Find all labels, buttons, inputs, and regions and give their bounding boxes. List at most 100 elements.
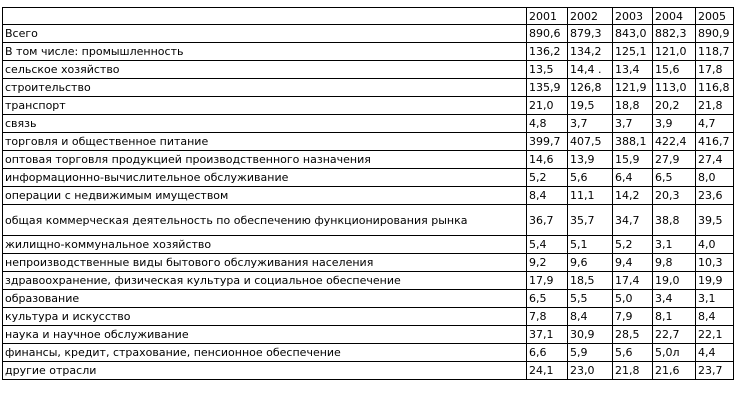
table-row: оптовая торговля продукцией производстве… — [1, 150, 735, 169]
value-cell: 3,9 — [651, 114, 696, 133]
header-row: 2001 2002 2003 2004 2005 — [1, 7, 735, 25]
value-cell: 126,8 — [567, 78, 613, 97]
value-cell: 39,5 — [694, 204, 735, 236]
table-row: связь 4,8 3,7 3,7 3,9 4,7 — [1, 114, 735, 133]
value-cell: 3,1 — [694, 289, 735, 308]
value-cell: 20,2 — [651, 96, 696, 115]
value-cell: 21,8 — [612, 361, 653, 380]
value-cell: 116,8 — [694, 78, 735, 97]
sector-label: информационно-вычислительное обслуживани… — [1, 168, 528, 187]
value-cell: 5,5 — [567, 289, 613, 308]
value-cell: 27,9 — [651, 150, 696, 169]
value-cell: 5,9 — [567, 343, 613, 362]
value-cell: 416,7 — [694, 132, 735, 151]
sector-label: транспорт — [1, 96, 528, 115]
table-row: Всего 890,6 879,3 843,0 882,3 890,9 — [1, 24, 735, 43]
year-header: 2001 — [526, 7, 569, 25]
table-row: другие отрасли 24,1 23,0 21,8 21,6 23,7 — [1, 361, 735, 380]
value-cell: 3,7 — [567, 114, 613, 133]
value-cell: 18,8 — [612, 96, 653, 115]
value-cell: 6,4 — [612, 168, 653, 187]
value-cell: 121,0 — [651, 42, 696, 61]
value-cell: 14,4 . — [567, 60, 613, 79]
value-cell: 27,4 — [694, 150, 735, 169]
year-header: 2004 — [651, 7, 696, 25]
value-cell: 11,1 — [567, 186, 613, 205]
sector-label: жилищно-коммунальное хозяйство — [1, 235, 528, 254]
value-cell: 13,4 — [612, 60, 653, 79]
table-row: образование 6,5 5,5 5,0 3,4 3,1 — [1, 289, 735, 308]
value-cell: 36,7 — [526, 204, 569, 236]
value-cell: 13,9 — [567, 150, 613, 169]
table-row: строительство 135,9 126,8 121,9 113,0 116,8 — [1, 78, 735, 97]
value-cell: 21,6 — [651, 361, 696, 380]
table-row: транспорт 21,0 19,5 18,8 20,2 21,8 — [1, 96, 735, 115]
value-cell: 4,7 — [694, 114, 735, 133]
value-cell: 135,9 — [526, 78, 569, 97]
table-row: финансы, кредит, страхование, пенсионное… — [1, 343, 735, 362]
table-row: культура и искусство 7,8 8,4 7,9 8,1 8,4 — [1, 307, 735, 326]
sector-label: строительство — [1, 78, 528, 97]
value-cell: 5,4 — [526, 235, 569, 254]
value-cell: 15,9 — [612, 150, 653, 169]
value-cell: 37,1 — [526, 325, 569, 344]
value-cell: 28,5 — [612, 325, 653, 344]
year-header: 2005 — [694, 7, 735, 25]
sector-label: финансы, кредит, страхование, пенсионное… — [1, 343, 528, 362]
value-cell: 8,4 — [567, 307, 613, 326]
value-cell: 17,8 — [694, 60, 735, 79]
employment-by-sector-table: 2001 2002 2003 2004 2005 Всего 890,6 879,3… — [1, 7, 735, 380]
value-cell: 19,9 — [694, 271, 735, 290]
value-cell: 21,8 — [694, 96, 735, 115]
value-cell: 9,4 — [612, 253, 653, 272]
sector-label: сельское хозяйство — [1, 60, 528, 79]
table-row: сельское хозяйство 13,5 14,4 . 13,4 15,6 17,8 — [1, 60, 735, 79]
table-row: информационно-вычислительное обслуживани… — [1, 168, 735, 187]
header-label-cell — [1, 7, 528, 25]
value-cell: 18,5 — [567, 271, 613, 290]
value-cell: 23,0 — [567, 361, 613, 380]
table-row: непроизводственные виды бытового обслужи… — [1, 253, 735, 272]
value-cell: 843,0 — [612, 24, 653, 43]
sector-label: другие отрасли — [1, 361, 528, 380]
value-cell: 6,6 — [526, 343, 569, 362]
value-cell: 890,6 — [526, 24, 569, 43]
value-cell: 14,2 — [612, 186, 653, 205]
value-cell: 5,6 — [612, 343, 653, 362]
value-cell: 890,9 — [694, 24, 735, 43]
value-cell: 3,1 — [651, 235, 696, 254]
sector-label: общая коммерческая деятельность по обесп… — [1, 204, 528, 236]
value-cell: 882,3 — [651, 24, 696, 43]
value-cell: 5,0л — [651, 343, 696, 362]
value-cell: 22,7 — [651, 325, 696, 344]
value-cell: 3,7 — [612, 114, 653, 133]
year-header: 2002 — [567, 7, 613, 25]
value-cell: 21,0 — [526, 96, 569, 115]
value-cell: 125,1 — [612, 42, 653, 61]
table-row: операции с недвижимым имуществом 8,4 11,1 1… — [1, 186, 735, 205]
value-cell: 3,4 — [651, 289, 696, 308]
value-cell: 9,2 — [526, 253, 569, 272]
value-cell: 4,0 — [694, 235, 735, 254]
value-cell: 5,1 — [567, 235, 613, 254]
year-header: 2003 — [612, 7, 653, 25]
value-cell: 17,9 — [526, 271, 569, 290]
value-cell: 22,1 — [694, 325, 735, 344]
value-cell: 4,8 — [526, 114, 569, 133]
value-cell: 407,5 — [567, 132, 613, 151]
sector-label: культура и искусство — [1, 307, 528, 326]
table-row: здравоохранение, физическая культура и с… — [1, 271, 735, 290]
value-cell: 5,0 — [612, 289, 653, 308]
value-cell: 9,8 — [651, 253, 696, 272]
table-row: В том числе: промышленность 136,2 134,2 125… — [1, 42, 735, 61]
value-cell: 8,0 — [694, 168, 735, 187]
sector-label: торговля и общественное питание — [1, 132, 528, 151]
value-cell: 9,6 — [567, 253, 613, 272]
sector-label: Всего — [1, 24, 528, 43]
value-cell: 23,6 — [694, 186, 735, 205]
value-cell: 5,2 — [612, 235, 653, 254]
value-cell: 7,8 — [526, 307, 569, 326]
value-cell: 15,6 — [651, 60, 696, 79]
value-cell: 8,4 — [526, 186, 569, 205]
table-row: жилищно-коммунальное хозяйство 5,4 5,1 5,2 3… — [1, 235, 735, 254]
